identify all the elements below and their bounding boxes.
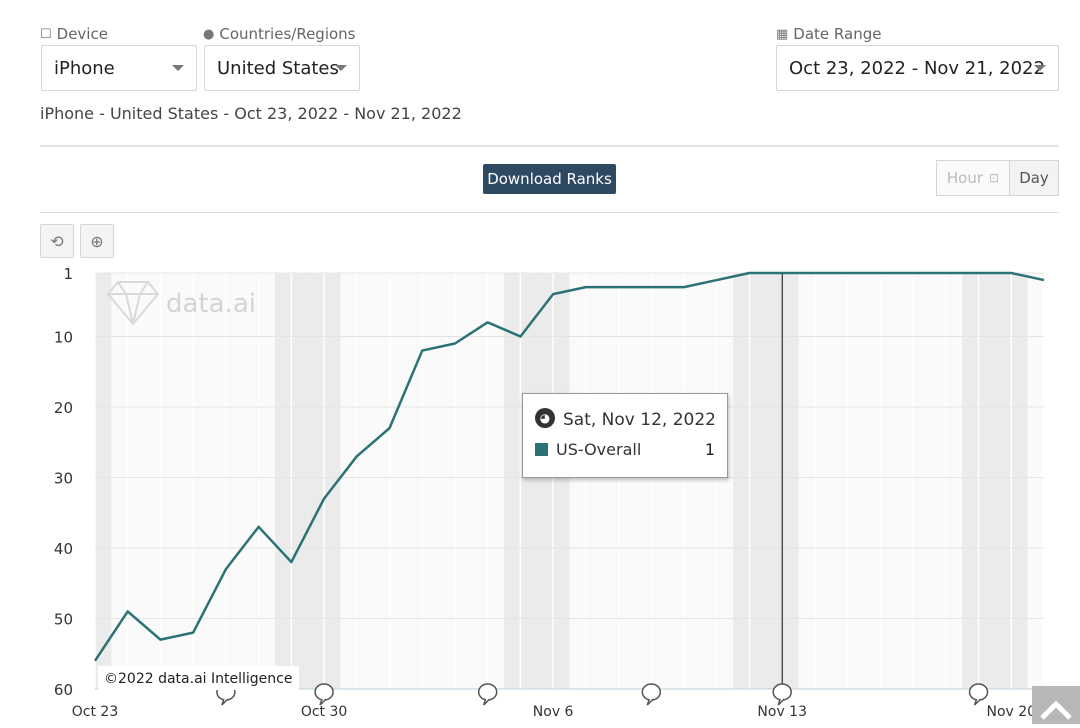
tooltip-date: Sat, Nov 12, 2022 [563, 410, 716, 430]
bubble-body [477, 683, 498, 701]
date-range-label-text: Date Range [793, 25, 882, 43]
undo-icon: ⟲ [50, 231, 64, 251]
chevron-down-icon [1034, 65, 1046, 71]
series-swatch [535, 443, 548, 456]
bubble-tail [221, 698, 229, 706]
diamond-logo-icon [106, 281, 160, 326]
x-tick-label: Oct 23 [72, 704, 118, 720]
download-ranks-button[interactable]: Download Ranks [483, 164, 616, 194]
event-marker-icon [314, 683, 334, 706]
watermark: data.ai [106, 281, 256, 326]
x-axis: Oct 23 Oct 30 Nov 6 Nov 13 Nov 20 [72, 704, 1036, 720]
bubble-body [641, 683, 662, 701]
bubble-body [772, 683, 792, 701]
divider [40, 145, 1059, 147]
x-tick-label: Nov 13 [757, 704, 807, 720]
y-tick-label: 30 [54, 469, 73, 487]
copyright-text: ©2022 data.ai Intelligence [104, 671, 292, 687]
series-line [93, 271, 1045, 662]
tooltip-value: 1 [704, 440, 715, 459]
device-icon: ☐ [40, 26, 52, 42]
y-tick-label: 1 [63, 265, 73, 283]
event-marker-icon [641, 683, 662, 706]
bubble-tail [482, 698, 491, 706]
y-axis: 1 10 20 30 40 50 60 [54, 265, 73, 699]
event-marker-icon [968, 683, 989, 706]
bubble-body [968, 683, 989, 701]
reset-zoom-button[interactable]: ⟲ [40, 224, 74, 258]
bubble-tail [973, 698, 982, 706]
zoom-button[interactable]: ⊕ [80, 224, 114, 258]
chevron-down-icon [172, 65, 184, 71]
event-markers [216, 683, 989, 706]
y-tick-label: 50 [54, 610, 73, 628]
bubble-tail [646, 698, 654, 706]
divider [40, 212, 1059, 213]
scroll-to-top-button[interactable] [1032, 686, 1080, 724]
x-tick-label: Nov 20 [986, 704, 1036, 720]
watermark-text: data.ai [166, 289, 256, 319]
date-range-value: Oct 23, 2022 - Nov 21, 2022 [789, 57, 1045, 79]
y-tick-label: 40 [54, 540, 73, 558]
region-label-text: Countries/Regions [219, 25, 356, 43]
day-toggle[interactable]: Day [1010, 160, 1059, 196]
device-label: ☐ Device [40, 25, 108, 43]
bubble-tail [777, 698, 785, 706]
tooltip-series-name: US-Overall [556, 440, 642, 459]
lock-icon: ⊡ [989, 171, 1000, 185]
hour-toggle[interactable]: Hour ⊡ [936, 160, 1010, 196]
x-tick-label: Oct 30 [301, 704, 347, 720]
chart-tooltip: ◕ Sat, Nov 12, 2022 US-Overall 1 [522, 393, 728, 478]
globe-icon: ◕ [535, 408, 555, 428]
date-range-label: ▦ Date Range [776, 25, 881, 43]
y-tick-label: 10 [54, 328, 73, 346]
region-value: United States [217, 57, 339, 79]
hour-label: Hour [946, 169, 984, 187]
copyright-bg [98, 666, 299, 690]
region-dropdown[interactable]: United States [204, 45, 360, 91]
event-marker-icon [772, 683, 792, 706]
device-dropdown[interactable]: iPhone [41, 45, 197, 91]
bubble-body [314, 683, 334, 701]
calendar-icon: ▦ [776, 26, 789, 42]
region-label: ● Countries/Regions [203, 25, 356, 43]
event-marker-icon [477, 683, 498, 706]
chevron-up-icon [1040, 700, 1072, 720]
filter-summary: iPhone - United States - Oct 23, 2022 - … [40, 104, 462, 123]
globe-icon: ● [203, 26, 215, 42]
chevron-down-icon [335, 65, 347, 71]
grid-lines [94, 272, 1045, 690]
y-tick-label: 60 [54, 681, 73, 699]
weekend-band [95, 273, 112, 689]
date-range-dropdown[interactable]: Oct 23, 2022 - Nov 21, 2022 [776, 45, 1059, 91]
weekend-bands [95, 273, 1044, 689]
zoom-in-icon: ⊕ [90, 231, 104, 251]
bubble-tail [319, 698, 327, 706]
device-label-text: Device [56, 25, 108, 43]
x-tick-label: Nov 6 [533, 704, 574, 720]
device-value: iPhone [54, 57, 115, 79]
y-tick-label: 20 [54, 399, 73, 417]
series-us-overall [93, 271, 1045, 662]
